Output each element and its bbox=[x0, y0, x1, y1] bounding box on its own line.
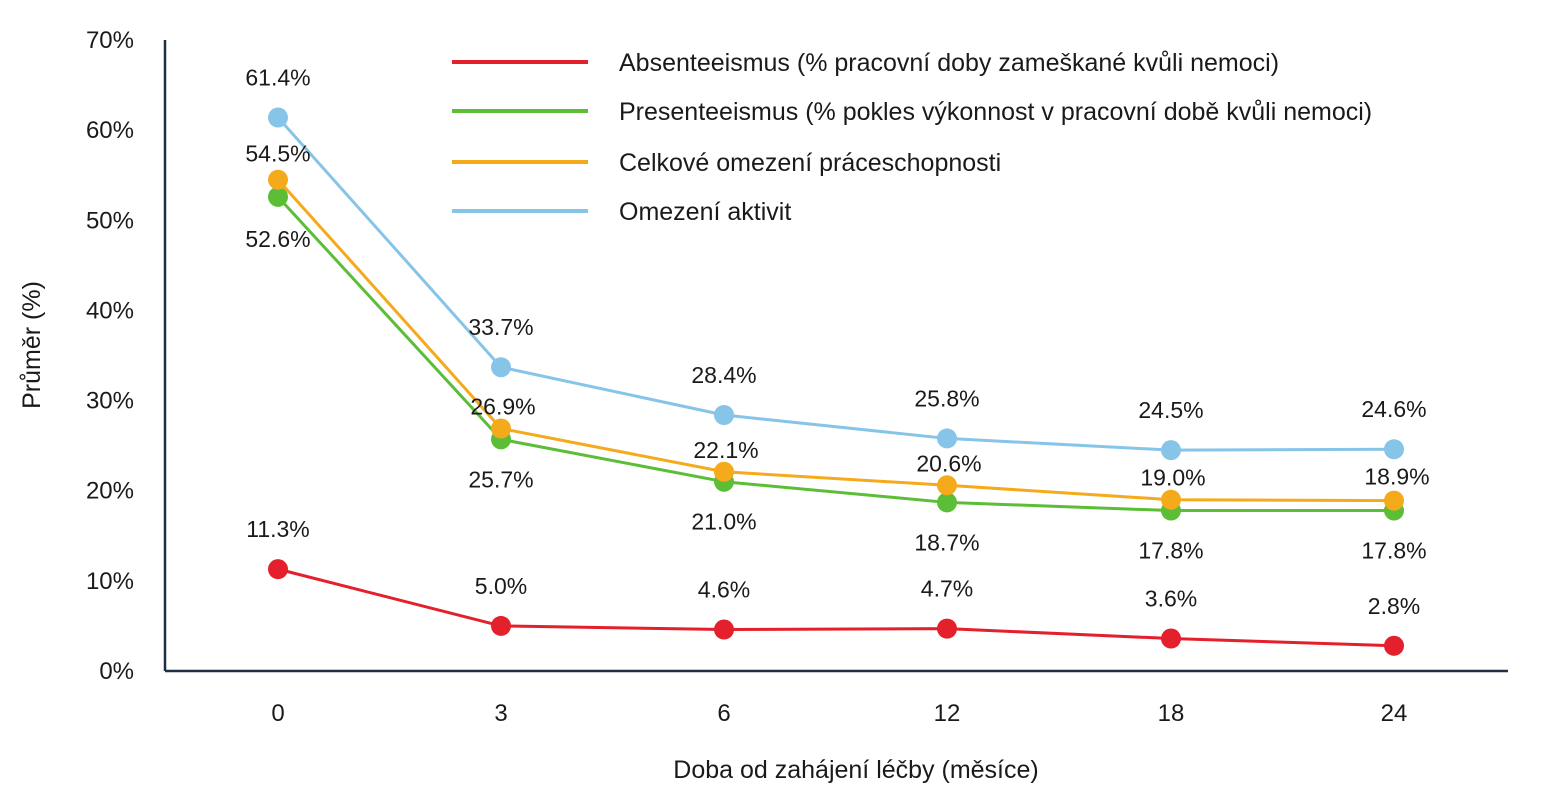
data-point-celkove-omezeni bbox=[491, 418, 511, 439]
series-celkove-omezeni bbox=[268, 169, 1404, 511]
y-tick-label: 50% bbox=[86, 207, 134, 234]
data-label-absenteeismus: 4.6% bbox=[698, 577, 750, 603]
data-label-presenteeismus: 52.6% bbox=[245, 226, 310, 252]
legend-label-celkove-omezeni: Celkové omezení práceschopnosti bbox=[619, 149, 1001, 177]
data-label-celkove-omezeni: 19.0% bbox=[1140, 465, 1205, 491]
legend-label-presenteeismus: Presenteeismus (% pokles výkonnost v pra… bbox=[619, 98, 1372, 126]
legend-item-omezeni-aktivit: Omezení aktivit bbox=[452, 198, 791, 226]
data-point-absenteeismus bbox=[491, 615, 511, 636]
legend: Absenteeismus (% pracovní doby zameškané… bbox=[452, 49, 1372, 226]
data-point-omezeni-aktivit bbox=[714, 404, 734, 425]
x-tick-label: 3 bbox=[494, 700, 507, 727]
y-axis-title: Průměr (%) bbox=[18, 281, 46, 409]
data-point-omezeni-aktivit bbox=[491, 357, 511, 378]
y-tick-label: 0% bbox=[99, 658, 134, 685]
data-label-presenteeismus: 21.0% bbox=[691, 509, 756, 535]
data-point-absenteeismus bbox=[714, 619, 734, 640]
series-omezeni-aktivit bbox=[268, 107, 1404, 461]
data-label-absenteeismus: 3.6% bbox=[1145, 586, 1197, 612]
data-point-presenteeismus bbox=[268, 186, 288, 207]
x-tick-labels: 0 3 6 12 18 24 bbox=[271, 700, 1407, 727]
data-point-celkove-omezeni bbox=[714, 461, 734, 482]
x-tick-label: 24 bbox=[1381, 700, 1408, 727]
data-label-celkove-omezeni: 54.5% bbox=[245, 141, 310, 167]
data-label-presenteeismus: 17.8% bbox=[1138, 538, 1203, 564]
x-axis-title: Doba od zahájení léčby (měsíce) bbox=[673, 756, 1038, 784]
data-label-celkove-omezeni: 22.1% bbox=[693, 437, 758, 463]
data-point-omezeni-aktivit bbox=[1161, 440, 1181, 461]
data-label-absenteeismus: 5.0% bbox=[475, 573, 527, 599]
x-tick-label: 12 bbox=[934, 700, 961, 727]
axes bbox=[163, 40, 1508, 673]
data-label-presenteeismus: 18.7% bbox=[914, 529, 979, 555]
data-point-omezeni-aktivit bbox=[1384, 439, 1404, 460]
data-point-celkove-omezeni bbox=[1384, 490, 1404, 511]
legend-label-omezeni-aktivit: Omezení aktivit bbox=[619, 198, 791, 226]
y-tick-label: 60% bbox=[86, 117, 134, 144]
y-tick-labels: 0% 10% 20% 30% 40% 50% 60% 70% bbox=[86, 27, 134, 685]
series-line-absenteeismus bbox=[277, 567, 1395, 648]
legend-item-celkove-omezeni: Celkové omezení práceschopnosti bbox=[452, 149, 1001, 177]
y-tick-label: 40% bbox=[86, 297, 134, 324]
data-label-omezeni-aktivit: 33.7% bbox=[468, 314, 533, 340]
series-line-presenteeismus bbox=[276, 195, 1394, 513]
x-tick-label: 0 bbox=[271, 700, 284, 727]
y-tick-label: 70% bbox=[86, 27, 134, 54]
data-label-omezeni-aktivit: 61.4% bbox=[245, 65, 310, 91]
legend-item-presenteeismus: Presenteeismus (% pokles výkonnost v pra… bbox=[452, 98, 1372, 126]
data-point-omezeni-aktivit bbox=[937, 428, 957, 449]
data-label-celkove-omezeni: 26.9% bbox=[470, 394, 535, 420]
data-point-absenteeismus bbox=[268, 559, 288, 580]
data-labels: 11.3% 5.0% 4.6% 4.7% 3.6% 2.8% 52.6% 25.7% 21.0%… bbox=[245, 65, 1429, 619]
data-label-omezeni-aktivit: 28.4% bbox=[691, 362, 756, 388]
series-presenteeismus bbox=[268, 186, 1404, 521]
data-point-celkove-omezeni bbox=[937, 475, 957, 496]
data-point-presenteeismus bbox=[937, 492, 957, 513]
data-label-celkove-omezeni: 20.6% bbox=[916, 450, 981, 476]
legend-label-absenteeismus: Absenteeismus (% pracovní doby zameškané… bbox=[619, 49, 1279, 77]
y-tick-label: 20% bbox=[86, 478, 134, 505]
series-line-omezeni-aktivit bbox=[276, 116, 1395, 452]
data-label-absenteeismus: 11.3% bbox=[246, 516, 310, 542]
data-label-absenteeismus: 4.7% bbox=[921, 576, 973, 602]
data-point-celkove-omezeni bbox=[1161, 489, 1181, 510]
series-absenteeismus bbox=[268, 559, 1404, 656]
data-label-absenteeismus: 2.8% bbox=[1368, 593, 1420, 619]
data-label-omezeni-aktivit: 25.8% bbox=[914, 385, 979, 411]
x-tick-label: 6 bbox=[717, 700, 730, 727]
y-tick-label: 10% bbox=[86, 568, 134, 595]
y-tick-label: 30% bbox=[86, 388, 134, 415]
data-point-absenteeismus bbox=[937, 618, 957, 639]
series-line-celkove-omezeni bbox=[276, 178, 1395, 503]
data-point-absenteeismus bbox=[1384, 635, 1404, 656]
legend-item-absenteeismus: Absenteeismus (% pracovní doby zameškané… bbox=[452, 49, 1279, 77]
data-point-omezeni-aktivit bbox=[268, 107, 288, 128]
x-tick-label: 18 bbox=[1158, 700, 1185, 727]
data-label-celkove-omezeni: 18.9% bbox=[1364, 464, 1429, 490]
data-point-celkove-omezeni bbox=[268, 169, 288, 190]
data-point-absenteeismus bbox=[1161, 628, 1181, 649]
data-label-presenteeismus: 25.7% bbox=[468, 466, 533, 492]
data-label-omezeni-aktivit: 24.5% bbox=[1138, 397, 1203, 423]
data-label-presenteeismus: 17.8% bbox=[1361, 538, 1426, 564]
data-label-omezeni-aktivit: 24.6% bbox=[1361, 396, 1426, 422]
series-group bbox=[268, 107, 1404, 656]
